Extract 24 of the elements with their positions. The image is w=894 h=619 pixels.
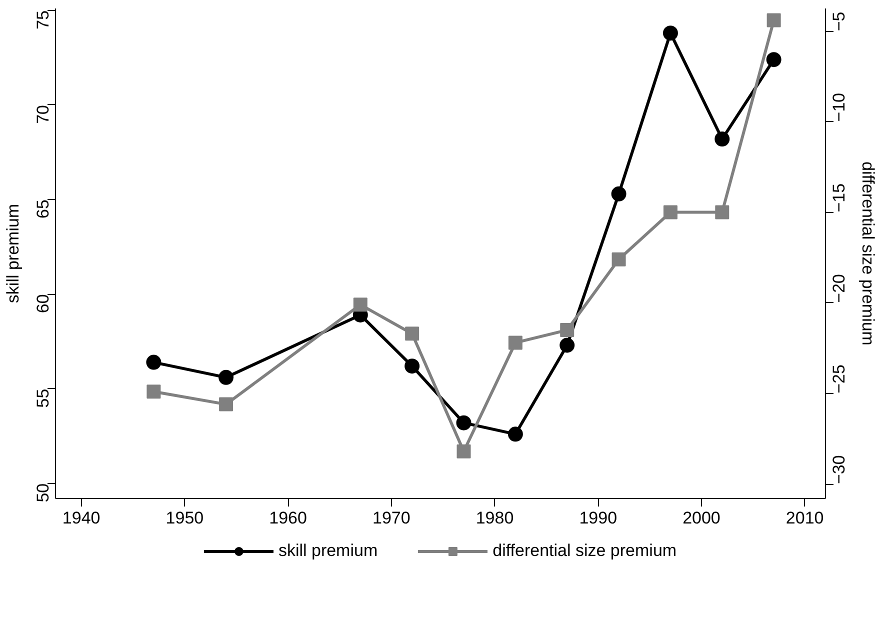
y2-tick-label: −20 <box>830 274 848 303</box>
y-tick-label: 50 <box>34 483 52 502</box>
y2-tick-label: −10 <box>830 92 848 122</box>
y2-tick-label: −30 <box>830 455 848 484</box>
y-tick-label: 70 <box>34 104 52 124</box>
y2-tick-label: −25 <box>830 364 848 394</box>
y2-axis-title: differential size premium <box>858 162 878 346</box>
y-axis-title: skill premium <box>4 204 22 304</box>
y-tick-label: 60 <box>34 294 52 314</box>
x-tick-label: 1950 <box>166 508 204 528</box>
y2-tick-label: −5 <box>830 12 848 32</box>
x-tick-label: 2000 <box>682 508 720 528</box>
x-tick-label: 1960 <box>269 508 307 528</box>
y-tick-label: 55 <box>34 388 52 408</box>
legend-label: skill premium <box>278 541 378 561</box>
x-tick-label: 1970 <box>372 508 410 528</box>
x-tick-label: 1980 <box>476 508 514 528</box>
x-tick-label: 2010 <box>786 508 824 528</box>
x-tick-label: 1990 <box>579 508 618 528</box>
legend-label: differential size premium <box>492 541 677 561</box>
y2-tick-label: −15 <box>830 183 848 212</box>
y-tick-label: 65 <box>34 200 52 218</box>
x-tick-label: 1940 <box>62 508 100 528</box>
y-tick-label: 75 <box>34 10 52 30</box>
